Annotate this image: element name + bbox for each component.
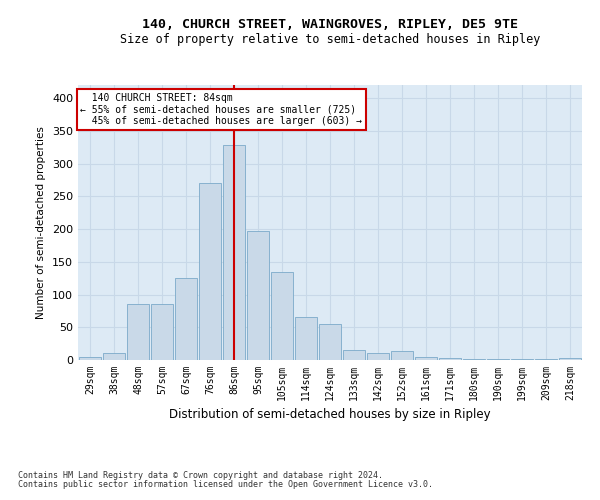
Bar <box>151 304 173 360</box>
Bar <box>127 304 149 360</box>
Bar <box>463 358 485 360</box>
X-axis label: Distribution of semi-detached houses by size in Ripley: Distribution of semi-detached houses by … <box>169 408 491 422</box>
Bar <box>175 278 197 360</box>
Bar <box>199 183 221 360</box>
Bar <box>367 354 389 360</box>
Bar <box>103 354 125 360</box>
Bar <box>559 358 581 360</box>
Bar <box>391 351 413 360</box>
Bar <box>79 356 101 360</box>
Text: Size of property relative to semi-detached houses in Ripley: Size of property relative to semi-detach… <box>120 32 540 46</box>
Bar <box>319 324 341 360</box>
Text: Contains HM Land Registry data © Crown copyright and database right 2024.: Contains HM Land Registry data © Crown c… <box>18 471 383 480</box>
Text: 140 CHURCH STREET: 84sqm
← 55% of semi-detached houses are smaller (725)
  45% o: 140 CHURCH STREET: 84sqm ← 55% of semi-d… <box>80 93 362 126</box>
Bar <box>271 272 293 360</box>
Bar <box>439 358 461 360</box>
Bar <box>247 231 269 360</box>
Text: 140, CHURCH STREET, WAINGROVES, RIPLEY, DE5 9TE: 140, CHURCH STREET, WAINGROVES, RIPLEY, … <box>142 18 518 30</box>
Text: Contains public sector information licensed under the Open Government Licence v3: Contains public sector information licen… <box>18 480 433 489</box>
Bar <box>343 350 365 360</box>
Bar <box>415 356 437 360</box>
Y-axis label: Number of semi-detached properties: Number of semi-detached properties <box>37 126 46 319</box>
Bar <box>223 145 245 360</box>
Bar <box>295 318 317 360</box>
